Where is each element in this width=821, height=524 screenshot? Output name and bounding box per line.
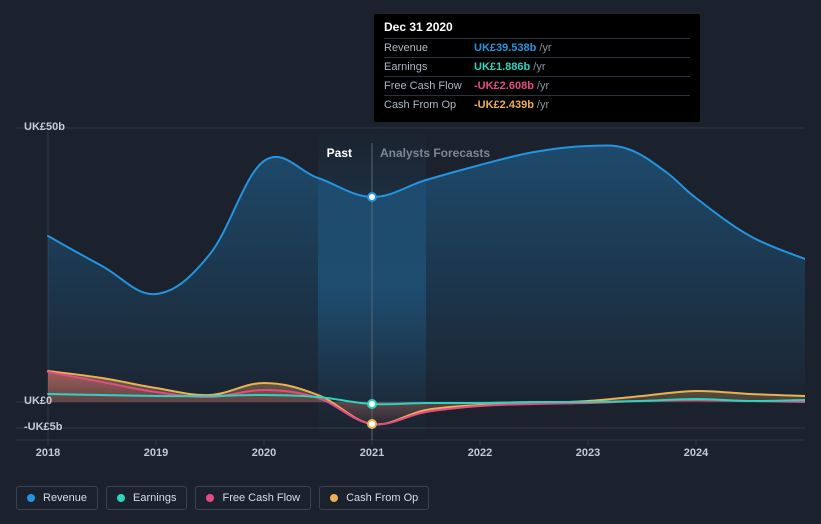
y-axis-label: -UK£5b (24, 421, 63, 433)
legend-label: Cash From Op (346, 492, 418, 504)
x-axis-label: 2018 (36, 447, 60, 459)
legend-item-free_cash_flow[interactable]: Free Cash Flow (195, 486, 311, 510)
legend-dot (206, 494, 214, 502)
legend-dot (330, 494, 338, 502)
hover-marker-revenue (368, 193, 376, 201)
tooltip-row: Cash From Op-UK£2.439b/yr (384, 96, 690, 114)
chart-tooltip: Dec 31 2020 RevenueUK£39.538b/yrEarnings… (374, 14, 700, 122)
tooltip-row-value: UK£1.886b (474, 61, 530, 73)
chart-legend: Revenue Earnings Free Cash Flow Cash From O… (16, 486, 429, 510)
hover-marker-earnings (368, 400, 376, 408)
tooltip-row-unit: /yr (537, 80, 549, 92)
legend-dot (117, 494, 125, 502)
y-axis-label: UK£50b (24, 121, 65, 133)
tooltip-row-value: -UK£2.608b (474, 80, 534, 92)
legend-label: Earnings (133, 492, 176, 504)
tooltip-row-value: -UK£2.439b (474, 99, 534, 111)
x-axis-label: 2020 (252, 447, 276, 459)
tooltip-row-unit: /yr (539, 42, 551, 54)
forecast-section-label: Analysts Forecasts (380, 146, 490, 160)
y-axis-label: UK£0 (24, 395, 52, 407)
legend-item-cash_from_op[interactable]: Cash From Op (319, 486, 429, 510)
tooltip-row-label: Revenue (384, 42, 474, 54)
tooltip-row: EarningsUK£1.886b/yr (384, 58, 690, 77)
legend-label: Revenue (43, 492, 87, 504)
x-axis-label: 2022 (468, 447, 492, 459)
x-axis-label: 2023 (576, 447, 600, 459)
x-axis-label: 2019 (144, 447, 168, 459)
tooltip-row-label: Cash From Op (384, 99, 474, 111)
tooltip-date: Dec 31 2020 (384, 20, 690, 39)
legend-item-revenue[interactable]: Revenue (16, 486, 98, 510)
series-area-revenue (48, 145, 805, 402)
past-section-label: Past (327, 146, 352, 160)
legend-item-earnings[interactable]: Earnings (106, 486, 187, 510)
tooltip-row-label: Free Cash Flow (384, 80, 474, 92)
tooltip-row-unit: /yr (533, 61, 545, 73)
hover-marker-cash_from_op (368, 420, 376, 428)
tooltip-row: Free Cash Flow-UK£2.608b/yr (384, 77, 690, 96)
legend-label: Free Cash Flow (222, 492, 300, 504)
tooltip-row-unit: /yr (537, 99, 549, 111)
legend-dot (27, 494, 35, 502)
tooltip-row-value: UK£39.538b (474, 42, 536, 54)
x-axis-label: 2024 (684, 447, 708, 459)
tooltip-row-label: Earnings (384, 61, 474, 73)
x-axis-label: 2021 (360, 447, 384, 459)
tooltip-row: RevenueUK£39.538b/yr (384, 39, 690, 58)
